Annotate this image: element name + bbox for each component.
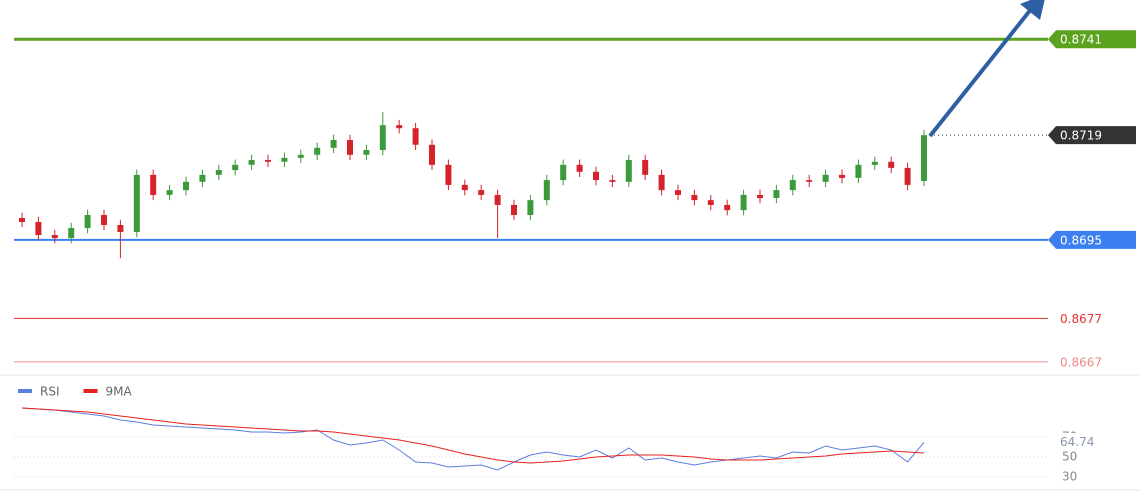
level-label: 0.8677 [1060, 312, 1102, 326]
candle-body [642, 160, 649, 175]
candle-body [101, 214, 107, 225]
legend-swatch [83, 389, 98, 393]
level-label: 0.8667 [1060, 355, 1102, 369]
candle-body [396, 125, 403, 129]
candle-body [888, 161, 895, 168]
candle-body [248, 160, 255, 165]
candle-body [330, 139, 337, 148]
legend-swatch [18, 389, 32, 393]
candle-body [806, 180, 813, 182]
candle-body [199, 174, 206, 182]
candle-body [576, 164, 583, 172]
candle-body [773, 190, 780, 198]
level-label: 0.8695 [1060, 233, 1102, 247]
candle-body [904, 167, 911, 185]
level-label-box [1048, 230, 1136, 249]
candle-body [789, 180, 796, 191]
candle-body [527, 200, 534, 215]
candle-body [691, 194, 698, 201]
candle-body [51, 235, 58, 239]
candle-body [232, 164, 239, 171]
candle-body [19, 218, 25, 222]
candle-body [658, 174, 665, 191]
candle-body [757, 194, 763, 198]
candle-body [707, 200, 714, 205]
series-line [21, 407, 925, 464]
candle-body [593, 171, 599, 181]
candle-body [84, 214, 91, 229]
y-tick-label: 50 [1062, 450, 1077, 464]
value-label: 64.74 [1060, 435, 1094, 449]
candle-body [461, 184, 468, 191]
level-label-box [1048, 126, 1136, 145]
candle-body [68, 228, 75, 239]
candle-body [871, 161, 878, 165]
value-label-bg [1056, 433, 1100, 449]
candle-body [265, 160, 271, 162]
candle-body [429, 144, 435, 165]
candle-body [625, 160, 632, 182]
candle-body [183, 181, 189, 191]
candle-body [494, 194, 501, 205]
candle-body [314, 147, 321, 155]
candle-body [675, 190, 681, 195]
arrow-shaft [928, 6, 1034, 138]
candle-body [478, 190, 485, 195]
candle-body [921, 135, 927, 181]
candle-body [117, 225, 124, 232]
y-tick-label: 30 [1062, 470, 1077, 484]
candle-body [724, 204, 731, 211]
candle-body [543, 180, 550, 201]
legend-label: 9MA [106, 385, 133, 399]
candle-body [445, 164, 452, 185]
candle-body [822, 174, 829, 182]
level-label: 0.8719 [1060, 129, 1102, 143]
level-label-box [1048, 30, 1136, 49]
candle-body [281, 157, 288, 162]
candle-body [609, 180, 616, 182]
candle-body [855, 164, 862, 178]
candle-body [363, 150, 370, 155]
arrow-head [1020, 0, 1045, 20]
candle-body [740, 194, 747, 211]
candle-body [215, 170, 222, 175]
candle-body [347, 139, 353, 155]
level-label: 0.8741 [1060, 33, 1102, 47]
candle-body [560, 164, 567, 181]
trend-arrow [928, 0, 1045, 138]
candle-body [379, 125, 386, 150]
candle-body [839, 174, 845, 178]
legend-label: RSI [40, 385, 60, 399]
candle-body [35, 221, 42, 236]
candle-body [511, 204, 517, 215]
candle-body [297, 154, 304, 158]
candle-body [150, 174, 157, 195]
candle-body [412, 128, 419, 145]
candle-body [166, 190, 173, 195]
candle-body [133, 174, 140, 232]
series-line [21, 407, 925, 471]
